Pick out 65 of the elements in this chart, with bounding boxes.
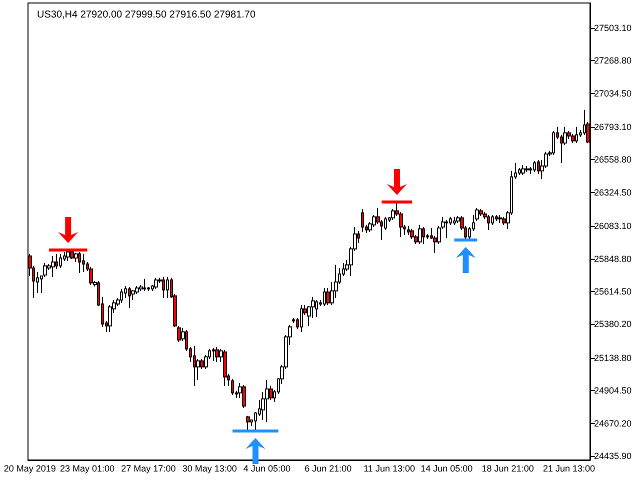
candlestick — [495, 214, 498, 222]
candlestick — [231, 378, 234, 396]
candlestick — [223, 349, 227, 386]
candlestick — [242, 384, 246, 408]
candlestick — [66, 249, 70, 262]
candlestick — [521, 164, 525, 176]
x-tick-label: 23 May 01:00 — [60, 464, 115, 474]
candlestick — [487, 214, 490, 230]
candlestick — [265, 379, 269, 422]
candlestick — [128, 286, 131, 308]
y-tick-label: 27503.10 — [594, 22, 632, 33]
candlestick — [315, 299, 318, 318]
candlestick — [59, 253, 62, 268]
candlestick — [525, 165, 529, 172]
candlestick — [422, 226, 425, 244]
x-tick-label: 21 Jun 13:00 — [542, 464, 595, 474]
y-tick-label: 26083.10 — [594, 221, 632, 232]
y-tick-label: 25848.80 — [594, 254, 632, 264]
text: US30,H4 27920.00 27999.50 27916.50 27981.70 — [37, 10, 256, 20]
candlestick — [143, 278, 146, 292]
candlestick — [552, 130, 555, 156]
x-tick-label: 20 May 2019 — [4, 464, 56, 474]
candlestick — [300, 304, 303, 332]
y-tick-label: 26558.80 — [594, 154, 632, 165]
y-tick-label: 26324.50 — [594, 187, 632, 198]
candlestick — [323, 287, 326, 306]
candlestick — [575, 126, 578, 144]
x-tick-label: 27 May 17:00 — [121, 464, 176, 474]
candlestick — [418, 224, 422, 244]
candlestick — [154, 277, 158, 290]
y-tick-label: 25138.80 — [594, 352, 632, 363]
candlestick — [407, 225, 410, 236]
candlestick — [108, 304, 112, 332]
candlestick — [518, 167, 521, 176]
candlestick — [533, 160, 536, 172]
candlestick — [498, 214, 502, 224]
x-tick-label: 11 Jun 13:00 — [364, 464, 415, 474]
candlestick — [361, 208, 364, 232]
x-tick-label: 14 Jun 05:00 — [420, 464, 473, 474]
candlestick — [193, 345, 196, 386]
candlestick — [120, 288, 123, 304]
candlestick — [89, 266, 93, 286]
x-tick-label: 30 May 13:00 — [182, 464, 237, 474]
y-tick-label: 27268.80 — [594, 56, 632, 66]
candlestick — [82, 253, 85, 272]
x-tick-label: 18 Jun 21:00 — [482, 464, 534, 474]
candlestick — [51, 255, 55, 278]
y-tick-label: 27034.50 — [594, 88, 632, 98]
candlestick — [70, 249, 74, 260]
x-tick-label: 4 Jun 05:00 — [243, 464, 290, 474]
y-tick-label: 26793.10 — [594, 122, 632, 132]
candlestick — [445, 219, 448, 238]
candlestick — [215, 346, 219, 362]
candlestick — [166, 276, 169, 298]
y-tick-label: 25380.20 — [594, 319, 632, 330]
candlestick — [78, 251, 81, 274]
y-tick-label: 24670.20 — [594, 418, 632, 428]
candlestick — [246, 415, 250, 430]
x-tick-label: 6 Jun 21:00 — [304, 464, 352, 474]
candlestick — [212, 347, 215, 362]
candlestick — [162, 276, 165, 298]
candlestick — [453, 216, 456, 226]
y-tick-label: 25614.50 — [594, 286, 632, 297]
y-tick-label: 24904.50 — [594, 386, 632, 396]
y-tick-label: 24435.90 — [594, 450, 632, 461]
